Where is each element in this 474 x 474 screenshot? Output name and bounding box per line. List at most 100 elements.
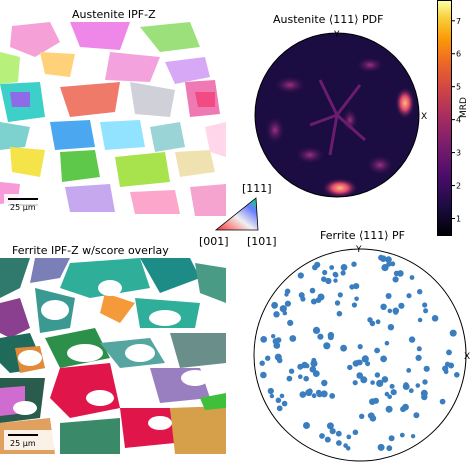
ferrite-pf-circle: [253, 248, 467, 462]
pf-point: [387, 308, 393, 314]
pf-point: [299, 391, 307, 398]
colorbar-tick-label: 2: [456, 182, 461, 191]
pf-point: [387, 394, 392, 400]
pf-point: [392, 307, 400, 315]
ipf-key-triangle: [214, 197, 259, 231]
pf-point: [393, 270, 400, 277]
pf-point: [380, 355, 387, 363]
ferrite-white-regions: [13, 280, 209, 430]
pf-point: [271, 334, 276, 339]
pf-point: [284, 288, 291, 295]
pf-point: [311, 393, 317, 399]
pf-point: [329, 393, 336, 399]
pf-point: [311, 357, 317, 363]
pf-point: [276, 357, 283, 364]
pf-point: [333, 278, 338, 283]
pf-point: [446, 349, 452, 356]
pf-point: [406, 368, 412, 373]
pf-point: [259, 360, 265, 366]
pf-point: [377, 443, 385, 451]
pf-point: [335, 430, 342, 437]
colorbar-tick-label: 5: [456, 83, 461, 92]
pf-point: [317, 333, 324, 340]
pf-point: [431, 315, 439, 322]
pf-point: [303, 422, 310, 429]
pf-point: [321, 276, 327, 282]
pf-point: [449, 329, 457, 337]
pf-point: [337, 292, 343, 298]
pf-point: [381, 376, 389, 383]
pf-point: [390, 389, 397, 396]
pf-point: [327, 331, 335, 339]
pf-point: [312, 264, 318, 271]
pf-point: [423, 365, 430, 372]
pf-point: [351, 261, 357, 267]
pf-point: [276, 405, 283, 412]
austenite-ipf-title: Austenite IPF-Z: [72, 8, 156, 21]
ferrite-ipf-map: 25 µm: [0, 258, 226, 454]
pf-point: [415, 383, 421, 388]
pf-point: [304, 363, 310, 369]
ipf-key-top: [111]: [242, 182, 272, 195]
pf-point: [340, 270, 346, 276]
pf-point: [385, 293, 392, 299]
pf-point: [334, 300, 341, 306]
pf-point: [275, 337, 282, 343]
pf-point: [319, 433, 325, 439]
colorbar-tick-label: 1: [456, 215, 461, 224]
pf-point: [315, 297, 322, 303]
pf-point: [385, 405, 393, 413]
pf-point: [398, 302, 405, 309]
pf-point: [300, 296, 306, 302]
pf-point: [320, 390, 328, 398]
pf-point: [309, 366, 317, 373]
pf-point: [287, 319, 294, 326]
pf-point: [352, 429, 359, 436]
pf-point: [269, 393, 275, 399]
pf-point: [386, 261, 392, 267]
ferrite-scalebar-label: 25 µm: [10, 439, 36, 448]
austenite-pdf-title: Austenite ⟨111⟩ PDF: [273, 13, 384, 26]
pf-point: [422, 379, 428, 385]
pf-point: [329, 428, 336, 435]
pf-point: [406, 293, 412, 299]
pf-point: [323, 342, 331, 350]
pf-point: [356, 372, 363, 379]
pf-point: [325, 277, 332, 285]
pf-point: [271, 301, 278, 309]
pf-point: [413, 412, 420, 419]
austenite-grains: [0, 22, 226, 216]
pf-point: [385, 256, 392, 263]
pf-point: [389, 383, 395, 389]
pf-point: [286, 375, 293, 382]
pf-point: [380, 255, 387, 262]
colorbar-label: MRD: [459, 97, 469, 118]
pf-point: [380, 303, 387, 310]
pf-point: [392, 276, 399, 283]
pf-point: [281, 400, 288, 407]
pf-point: [400, 406, 407, 413]
pf-point: [361, 355, 369, 363]
pf-point: [321, 379, 328, 387]
pf-point: [422, 302, 428, 308]
pf-point: [315, 389, 322, 396]
ferrite-pf-points: [259, 254, 460, 452]
pdf-colorbar: [437, 0, 452, 236]
pf-point: [448, 362, 455, 369]
pf-point: [279, 305, 287, 313]
pf-point: [387, 324, 395, 331]
ferrite-ipf-title: Ferrite IPF-Z w/score overlay: [12, 244, 169, 257]
pf-point: [343, 443, 348, 448]
pf-point: [282, 310, 288, 316]
pf-point: [326, 422, 334, 430]
austenite-ipf-map: 25 µm: [0, 22, 226, 216]
pf-point: [351, 302, 357, 308]
pf-point: [415, 354, 422, 361]
pf-point: [289, 335, 297, 342]
austenite-pdf-plot: Y X: [254, 30, 427, 198]
pf-point: [388, 435, 395, 442]
pf-point: [336, 440, 342, 446]
pf-point: [374, 372, 381, 378]
pf-point: [365, 361, 371, 367]
pf-point: [333, 272, 339, 278]
